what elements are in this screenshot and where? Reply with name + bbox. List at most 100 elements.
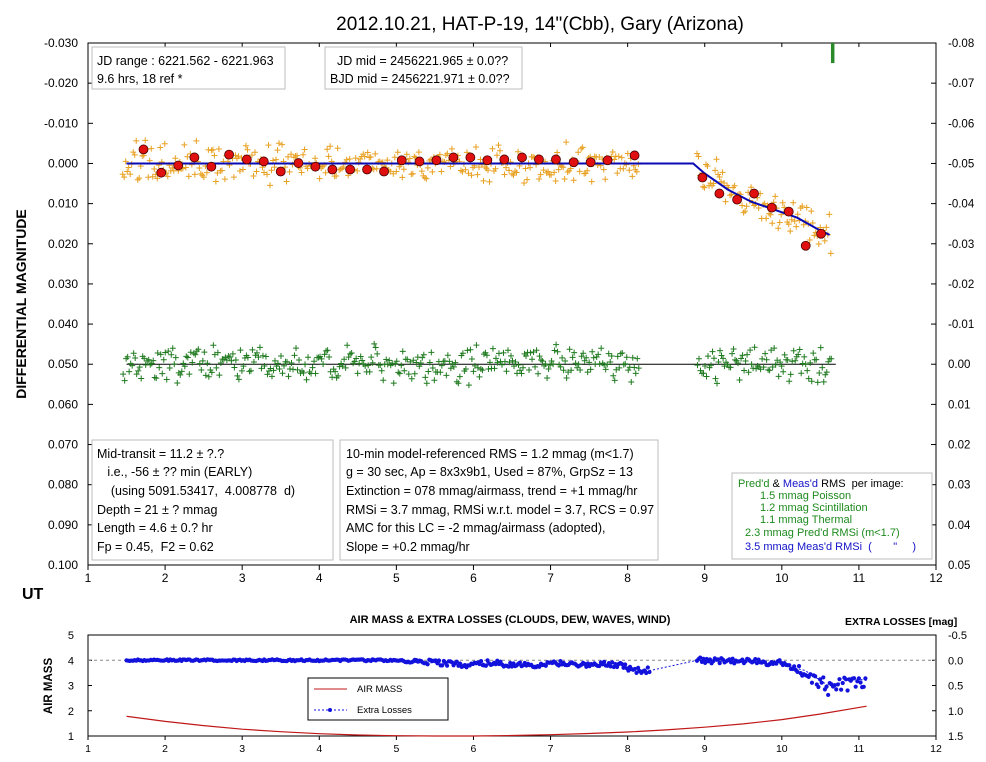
target-star-point <box>474 171 481 178</box>
lower-x-tick-label: 11 <box>853 743 864 755</box>
check-star-point <box>368 354 375 361</box>
target-star-point <box>409 170 416 177</box>
jd-mid-box: JD mid = 2456221.965 ± 0.0?? BJD mid = 2… <box>324 46 523 90</box>
extra-losses-point <box>517 660 523 665</box>
check-star-point <box>410 357 417 364</box>
check-star-point <box>607 359 614 366</box>
check-star-point <box>485 365 492 372</box>
target-star-point <box>781 204 788 211</box>
target-star-point <box>197 170 204 177</box>
target-star-point <box>555 166 562 173</box>
check-star-point <box>595 351 602 358</box>
check-star-point <box>344 342 351 349</box>
target-star-point <box>584 167 591 174</box>
check-star-point <box>393 358 400 365</box>
check-star-point <box>126 368 133 375</box>
check-star-point <box>542 361 549 368</box>
target-star-point <box>242 142 249 149</box>
check-star-point <box>452 359 459 366</box>
check-star-point <box>572 360 579 367</box>
target-star-point <box>602 176 609 183</box>
check-star-point <box>768 347 775 354</box>
check-star-point <box>557 363 564 370</box>
binned-point <box>362 164 372 175</box>
main-axes: 1 2 3 4 5 6 7 8 9 10 11 12-0.030-0.020-0.0100.0000.… <box>44 36 975 585</box>
check-star-point <box>709 348 716 355</box>
check-star-point <box>760 364 767 371</box>
check-star-point <box>817 344 824 351</box>
target-star-point <box>423 175 430 182</box>
extra-losses-point <box>634 670 639 676</box>
target-star-point <box>333 172 340 179</box>
y-tick-label: 0.100 <box>48 558 78 572</box>
y-tick-label: 0.050 <box>48 357 78 371</box>
check-star-point <box>247 367 254 374</box>
check-star-point <box>786 378 793 385</box>
target-star-point <box>799 203 806 210</box>
check-star-point <box>268 373 275 380</box>
target-star-point <box>403 151 410 158</box>
binned-point <box>585 157 596 168</box>
check-star-point <box>396 370 403 377</box>
x-tick-label: 12 <box>929 571 943 585</box>
extra-losses-point <box>728 660 734 665</box>
lower-y-tick-label: 1 <box>68 731 74 743</box>
lower-x-tick-label: 12 <box>930 743 942 755</box>
target-star-point <box>459 168 466 175</box>
check-star-point <box>259 352 266 359</box>
check-star-point <box>753 365 760 372</box>
extra-losses-point <box>832 683 837 688</box>
check-star-point <box>383 356 390 363</box>
check-star-point <box>300 369 307 376</box>
binned-point <box>465 152 476 163</box>
extra-losses-point <box>644 670 649 676</box>
main-chart-title: 2012.10.21, HAT-P-19, 14"(Cbb), Gary (Ar… <box>336 14 744 35</box>
check-star-point <box>697 367 704 374</box>
extra-losses-point <box>608 664 613 669</box>
check-star-point <box>822 371 829 378</box>
target-star-point <box>509 170 516 177</box>
check-star-point <box>407 358 414 365</box>
check-star-point <box>437 369 444 376</box>
check-star-point <box>253 349 260 356</box>
per-image-row-2: 1.2 mmag Scintillation <box>760 502 868 514</box>
target-star-point <box>480 177 487 184</box>
check-star-point <box>359 357 366 364</box>
target-star-point <box>701 184 708 191</box>
target-star-point <box>722 198 729 205</box>
target-star-point <box>503 164 510 171</box>
target-star-point <box>300 151 307 158</box>
check-star-point <box>210 342 217 349</box>
check-star-point <box>563 374 570 381</box>
target-star-point <box>182 164 189 171</box>
check-star-point <box>444 352 451 359</box>
target-star-point <box>721 180 728 187</box>
check-star-point <box>157 351 164 358</box>
target-star-point <box>748 184 755 191</box>
check-star-point <box>568 367 575 374</box>
check-star-point <box>545 365 552 372</box>
check-star-point <box>492 355 499 362</box>
target-star-point <box>424 164 431 171</box>
check-star-point <box>311 358 318 365</box>
target-star-point <box>264 171 271 178</box>
extra-losses-point <box>584 664 589 669</box>
target-star-point <box>564 169 571 176</box>
extra-losses-point <box>809 680 815 685</box>
extra-losses-point <box>645 665 650 670</box>
target-star-point <box>596 153 603 160</box>
check-star-point <box>828 355 835 362</box>
lower-plot-frame <box>87 634 937 737</box>
target-star-point <box>151 166 158 173</box>
extra-losses-point <box>754 661 760 666</box>
transit-line-5: Length = 4.6 ± 0.? hr <box>97 521 213 535</box>
check-star-point <box>293 345 300 352</box>
check-star-point <box>318 355 325 362</box>
target-star-point <box>322 169 329 176</box>
check-star-point <box>730 346 737 353</box>
target-star-point <box>823 224 830 231</box>
target-star-point <box>148 145 155 152</box>
check-star-point <box>538 357 545 364</box>
check-star-point <box>189 359 196 366</box>
